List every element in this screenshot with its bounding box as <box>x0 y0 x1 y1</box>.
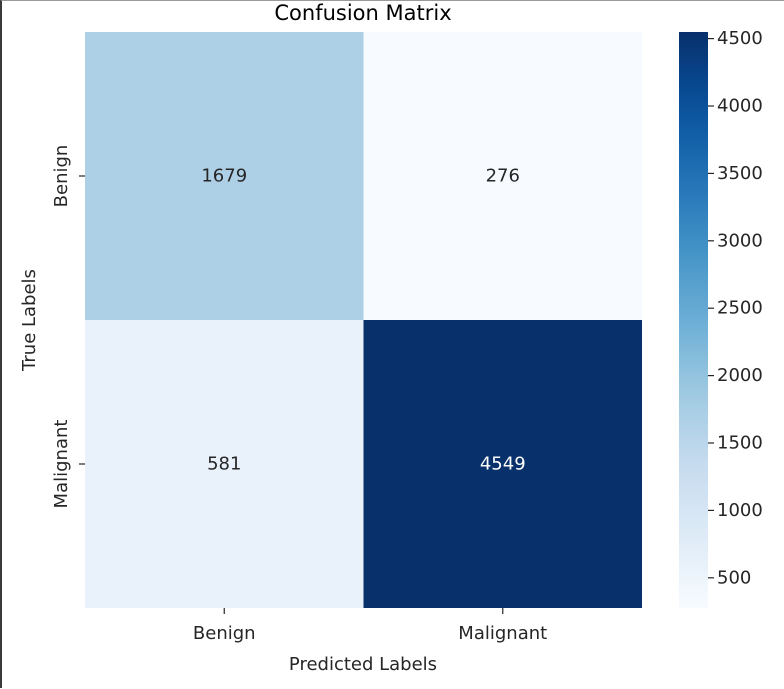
y-axis: Benign Malignant <box>51 145 85 509</box>
y-tick-label: Benign <box>51 145 72 208</box>
heatmap-cell <box>85 320 364 608</box>
colorbar: 500 1000 1500 2000 2500 3000 3500 4000 4500 <box>679 28 763 608</box>
heatmap-cell <box>85 32 364 320</box>
colorbar-tick-label: 3500 <box>717 163 763 184</box>
heatmap-cell <box>363 320 642 608</box>
cell-value-label: 1679 <box>201 166 247 187</box>
colorbar-tick-label: 3000 <box>717 230 763 251</box>
chart-title: Confusion Matrix <box>274 1 451 25</box>
cell-value-label: 276 <box>486 166 520 187</box>
colorbar-tick-label: 1000 <box>717 500 763 521</box>
colorbar-tick-label: 2500 <box>717 298 763 319</box>
x-axis: Benign Malignant <box>193 608 547 644</box>
colorbar-tick-label: 4000 <box>717 96 763 117</box>
heatmap-cell <box>363 32 642 320</box>
cell-value-label: 4549 <box>480 454 526 475</box>
colorbar-tick-label: 2000 <box>717 365 763 386</box>
y-axis-label: True Labels <box>19 269 40 372</box>
x-tick-label: Benign <box>193 623 256 644</box>
colorbar-gradient <box>679 32 708 608</box>
heatmap-cells: 1679 276 581 4549 <box>85 32 642 608</box>
cell-value-label: 581 <box>207 454 241 475</box>
colorbar-tick-label: 4500 <box>717 28 763 49</box>
colorbar-tick-label: 500 <box>717 567 751 588</box>
x-axis-label: Predicted Labels <box>289 654 437 675</box>
x-tick-label: Malignant <box>458 623 547 644</box>
colorbar-tick-label: 1500 <box>717 433 763 454</box>
y-tick-label: Malignant <box>51 420 72 509</box>
